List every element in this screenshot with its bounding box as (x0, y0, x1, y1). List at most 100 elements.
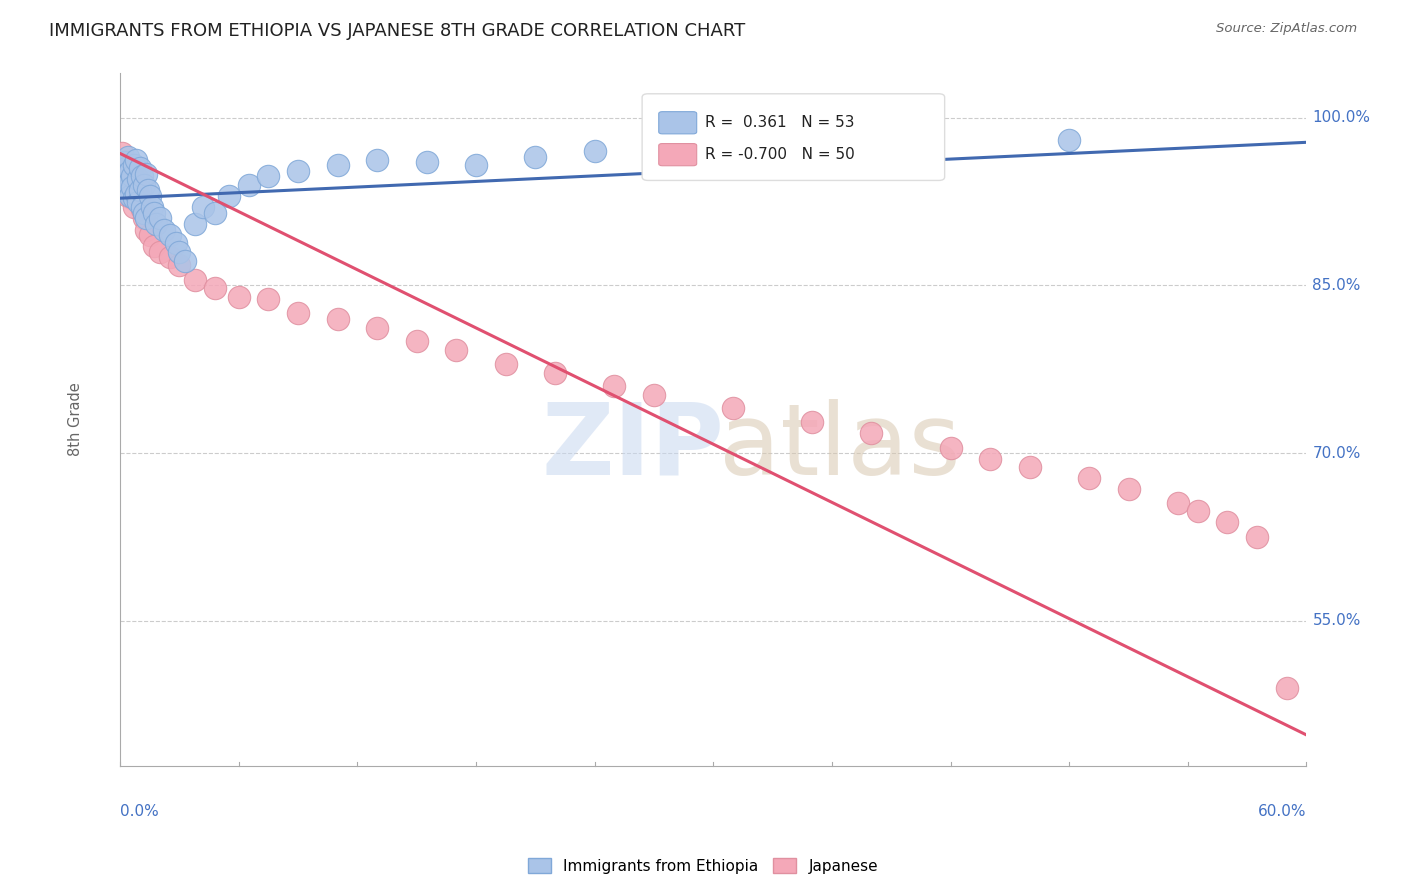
Point (1057, 133, 1080, 147)
Point (979, 451, 1001, 466)
Point (125, 186, 148, 201)
Point (721, 401, 744, 416)
Point (117, 164, 139, 178)
Point (122, 164, 145, 178)
Point (122, 200, 145, 214)
Text: Source: ZipAtlas.com: Source: ZipAtlas.com (1216, 22, 1357, 36)
Point (142, 239, 165, 253)
Point (524, 150, 547, 164)
FancyBboxPatch shape (643, 94, 945, 180)
Point (121, 191, 143, 205)
Point (662, 146, 685, 161)
Point (132, 211, 155, 226)
Point (446, 343, 468, 358)
Point (131, 200, 153, 214)
Point (118, 189, 141, 203)
Point (117, 189, 139, 203)
Point (405, 334, 427, 349)
Point (111, 167, 134, 181)
Point (544, 366, 567, 380)
Point (204, 206, 226, 220)
Point (122, 158, 145, 172)
Point (121, 180, 143, 194)
Point (111, 146, 134, 161)
Text: IMMIGRANTS FROM ETHIOPIA VS JAPANESE 8TH GRADE CORRELATION CHART: IMMIGRANTS FROM ETHIOPIA VS JAPANESE 8TH… (49, 22, 745, 40)
Point (149, 244, 172, 259)
Point (152, 222, 174, 236)
Text: 70.0%: 70.0% (1312, 446, 1361, 460)
Point (135, 211, 157, 226)
Point (184, 273, 207, 287)
Text: 55.0%: 55.0% (1312, 614, 1361, 628)
Text: R =  0.361   N = 53: R = 0.361 N = 53 (704, 115, 855, 130)
Point (112, 169, 135, 183)
Point (257, 169, 280, 183)
Point (121, 176, 143, 190)
Point (465, 158, 488, 172)
Point (326, 158, 349, 172)
Point (801, 415, 824, 429)
Text: 85.0%: 85.0% (1312, 278, 1361, 293)
Point (366, 153, 388, 168)
Point (117, 176, 139, 190)
Point (136, 183, 159, 197)
Point (115, 161, 138, 175)
Point (159, 228, 181, 243)
Point (169, 244, 191, 259)
Point (118, 172, 141, 186)
Text: 0.0%: 0.0% (120, 805, 159, 820)
Point (135, 222, 157, 236)
Point (112, 178, 135, 192)
Text: R = -0.700   N = 50: R = -0.700 N = 50 (704, 147, 855, 162)
Point (118, 183, 141, 197)
Point (1118, 482, 1140, 496)
Point (1018, 459, 1040, 474)
Point (149, 211, 172, 226)
Point (139, 189, 162, 203)
Point (145, 217, 167, 231)
FancyBboxPatch shape (659, 112, 697, 134)
Point (127, 172, 149, 186)
Point (115, 178, 138, 192)
Text: ZIP: ZIP (541, 399, 724, 496)
Point (174, 253, 197, 268)
Point (204, 280, 226, 294)
Point (139, 228, 162, 243)
Point (1246, 530, 1268, 544)
Point (287, 164, 309, 178)
Text: 100.0%: 100.0% (1312, 111, 1371, 125)
Point (115, 155, 138, 169)
Point (132, 206, 155, 220)
Point (125, 153, 148, 168)
Point (131, 202, 153, 217)
Point (115, 183, 138, 197)
Point (142, 206, 165, 220)
Point (127, 194, 149, 209)
Point (135, 167, 157, 181)
Point (495, 357, 517, 371)
Point (132, 178, 155, 192)
Point (366, 321, 388, 335)
Point (1275, 681, 1298, 695)
Point (122, 191, 145, 205)
Point (218, 189, 240, 203)
Point (860, 150, 883, 164)
Point (741, 161, 763, 175)
Point (1078, 471, 1101, 485)
Point (141, 200, 163, 214)
Point (112, 158, 135, 172)
Point (326, 312, 349, 326)
Point (159, 251, 181, 265)
Point (127, 186, 149, 201)
Text: 8th Grade: 8th Grade (67, 383, 83, 457)
Point (112, 155, 135, 169)
FancyBboxPatch shape (659, 144, 697, 166)
Point (238, 178, 260, 192)
Point (939, 441, 962, 455)
Point (125, 180, 148, 194)
Point (165, 235, 187, 250)
Point (118, 164, 141, 178)
Point (117, 150, 139, 164)
Point (415, 155, 437, 169)
Point (193, 200, 215, 214)
